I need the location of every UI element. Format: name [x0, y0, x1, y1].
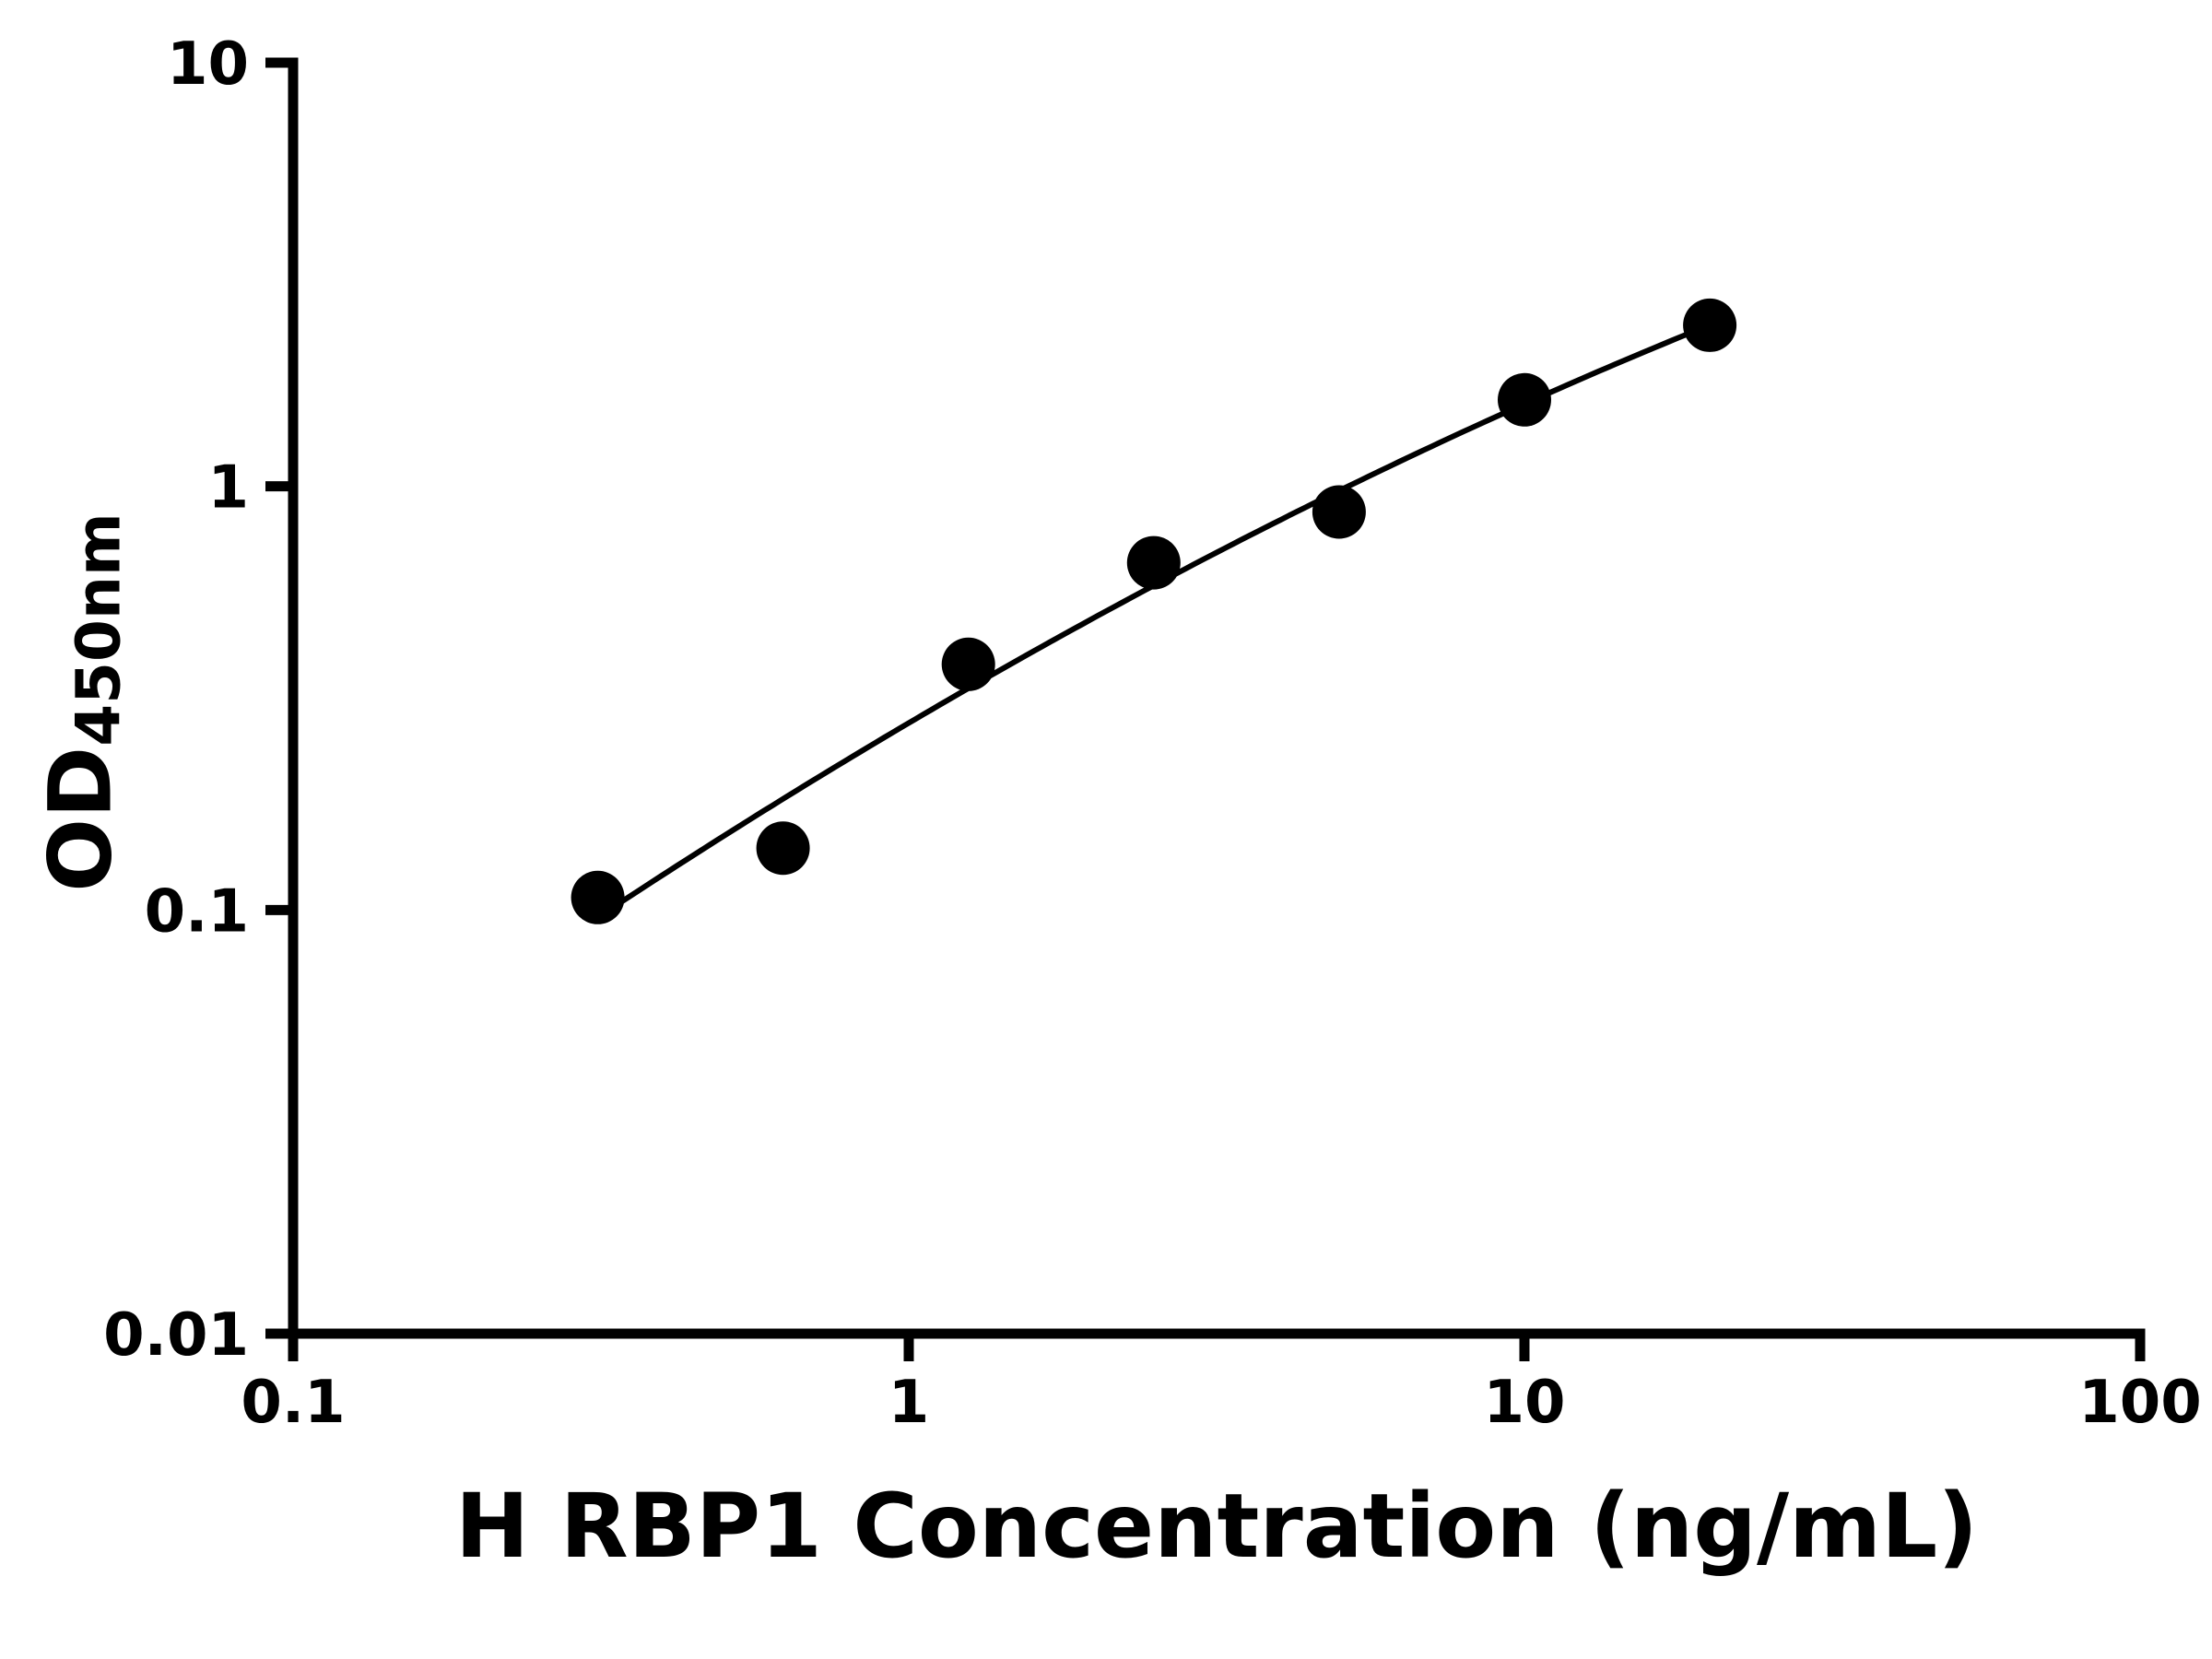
- y-tick-label: 0.01: [103, 1301, 249, 1370]
- axes: [288, 57, 2146, 1339]
- x-tick-label: 10: [1483, 1369, 1565, 1437]
- x-tick-label: 0.1: [241, 1369, 345, 1437]
- y-axis-title-subscript: 450nm: [63, 512, 135, 747]
- x-axis-title: H RBP1 Concentration (ng/mL): [454, 1475, 1979, 1578]
- data-point: [571, 870, 625, 924]
- data-point: [941, 637, 995, 691]
- data-point: [1312, 485, 1366, 539]
- y-tick-label: 0.1: [145, 877, 249, 946]
- data-point: [1498, 372, 1551, 427]
- data-point: [1683, 298, 1737, 352]
- y-axis-title-main: OD: [30, 746, 132, 892]
- x-tick-label: 100: [2078, 1369, 2202, 1437]
- y-tick-label: 10: [167, 30, 249, 99]
- y-tick-label: 1: [207, 454, 249, 523]
- data-point: [756, 821, 810, 876]
- x-tick-label: 1: [888, 1369, 930, 1437]
- y-axis-title: OD450nm: [30, 512, 135, 892]
- data-point: [1126, 535, 1181, 590]
